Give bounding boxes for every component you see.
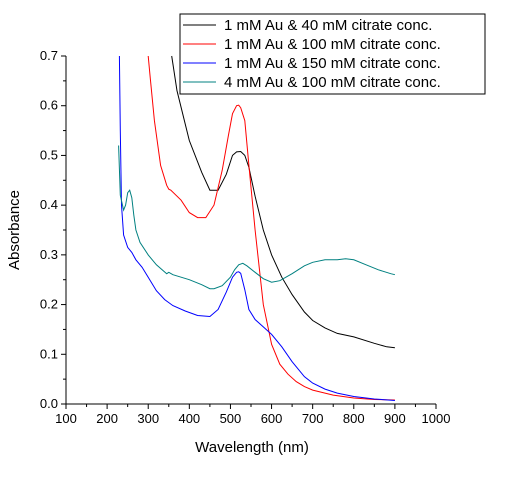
y-tick-label: 0.2	[40, 297, 58, 312]
tick-labels: 100 200 300 400 500 600 700 800 900 1000 0.0 0.1 0.2…	[40, 48, 451, 426]
x-tick-label: 100	[55, 411, 77, 426]
x-tick-label: 200	[96, 411, 118, 426]
y-tick-label: 0.0	[40, 396, 58, 411]
legend-label-1: 1 mM Au & 40 mM citrate conc.	[224, 17, 432, 34]
y-tick-label: 0.6	[40, 98, 58, 113]
y-axis-title: Absorbance	[6, 190, 23, 270]
x-tick-label: 300	[137, 411, 159, 426]
series-line-4	[118, 145, 396, 290]
plot-area	[118, 55, 396, 401]
x-axis-title: Wavelength (nm)	[195, 439, 309, 456]
y-tick-label: 0.7	[40, 48, 58, 63]
legend: 1 mM Au & 40 mM citrate conc. 1 mM Au & 1…	[179, 13, 486, 95]
x-tick-label: 900	[384, 411, 406, 426]
y-tick-label: 0.1	[40, 346, 58, 361]
legend-label-4: 4 mM Au & 100 mM citrate conc.	[224, 74, 441, 91]
x-tick-label: 1000	[422, 411, 451, 426]
y-tick-label: 0.5	[40, 147, 58, 162]
series-line-2	[147, 55, 395, 401]
x-tick-label: 600	[261, 411, 283, 426]
x-tick-label: 400	[178, 411, 200, 426]
series-line-3	[118, 55, 395, 401]
y-tick-label: 0.3	[40, 247, 58, 262]
series-line-1	[171, 55, 395, 349]
x-tick-label: 800	[343, 411, 365, 426]
x-tick-label: 500	[220, 411, 242, 426]
axes	[61, 55, 437, 409]
x-tick-label: 700	[302, 411, 324, 426]
legend-label-3: 1 mM Au & 150 mM citrate conc.	[224, 55, 441, 72]
legend-label-2: 1 mM Au & 100 mM citrate conc.	[224, 36, 441, 53]
y-tick-label: 0.4	[40, 197, 58, 212]
legend-box	[179, 13, 486, 95]
